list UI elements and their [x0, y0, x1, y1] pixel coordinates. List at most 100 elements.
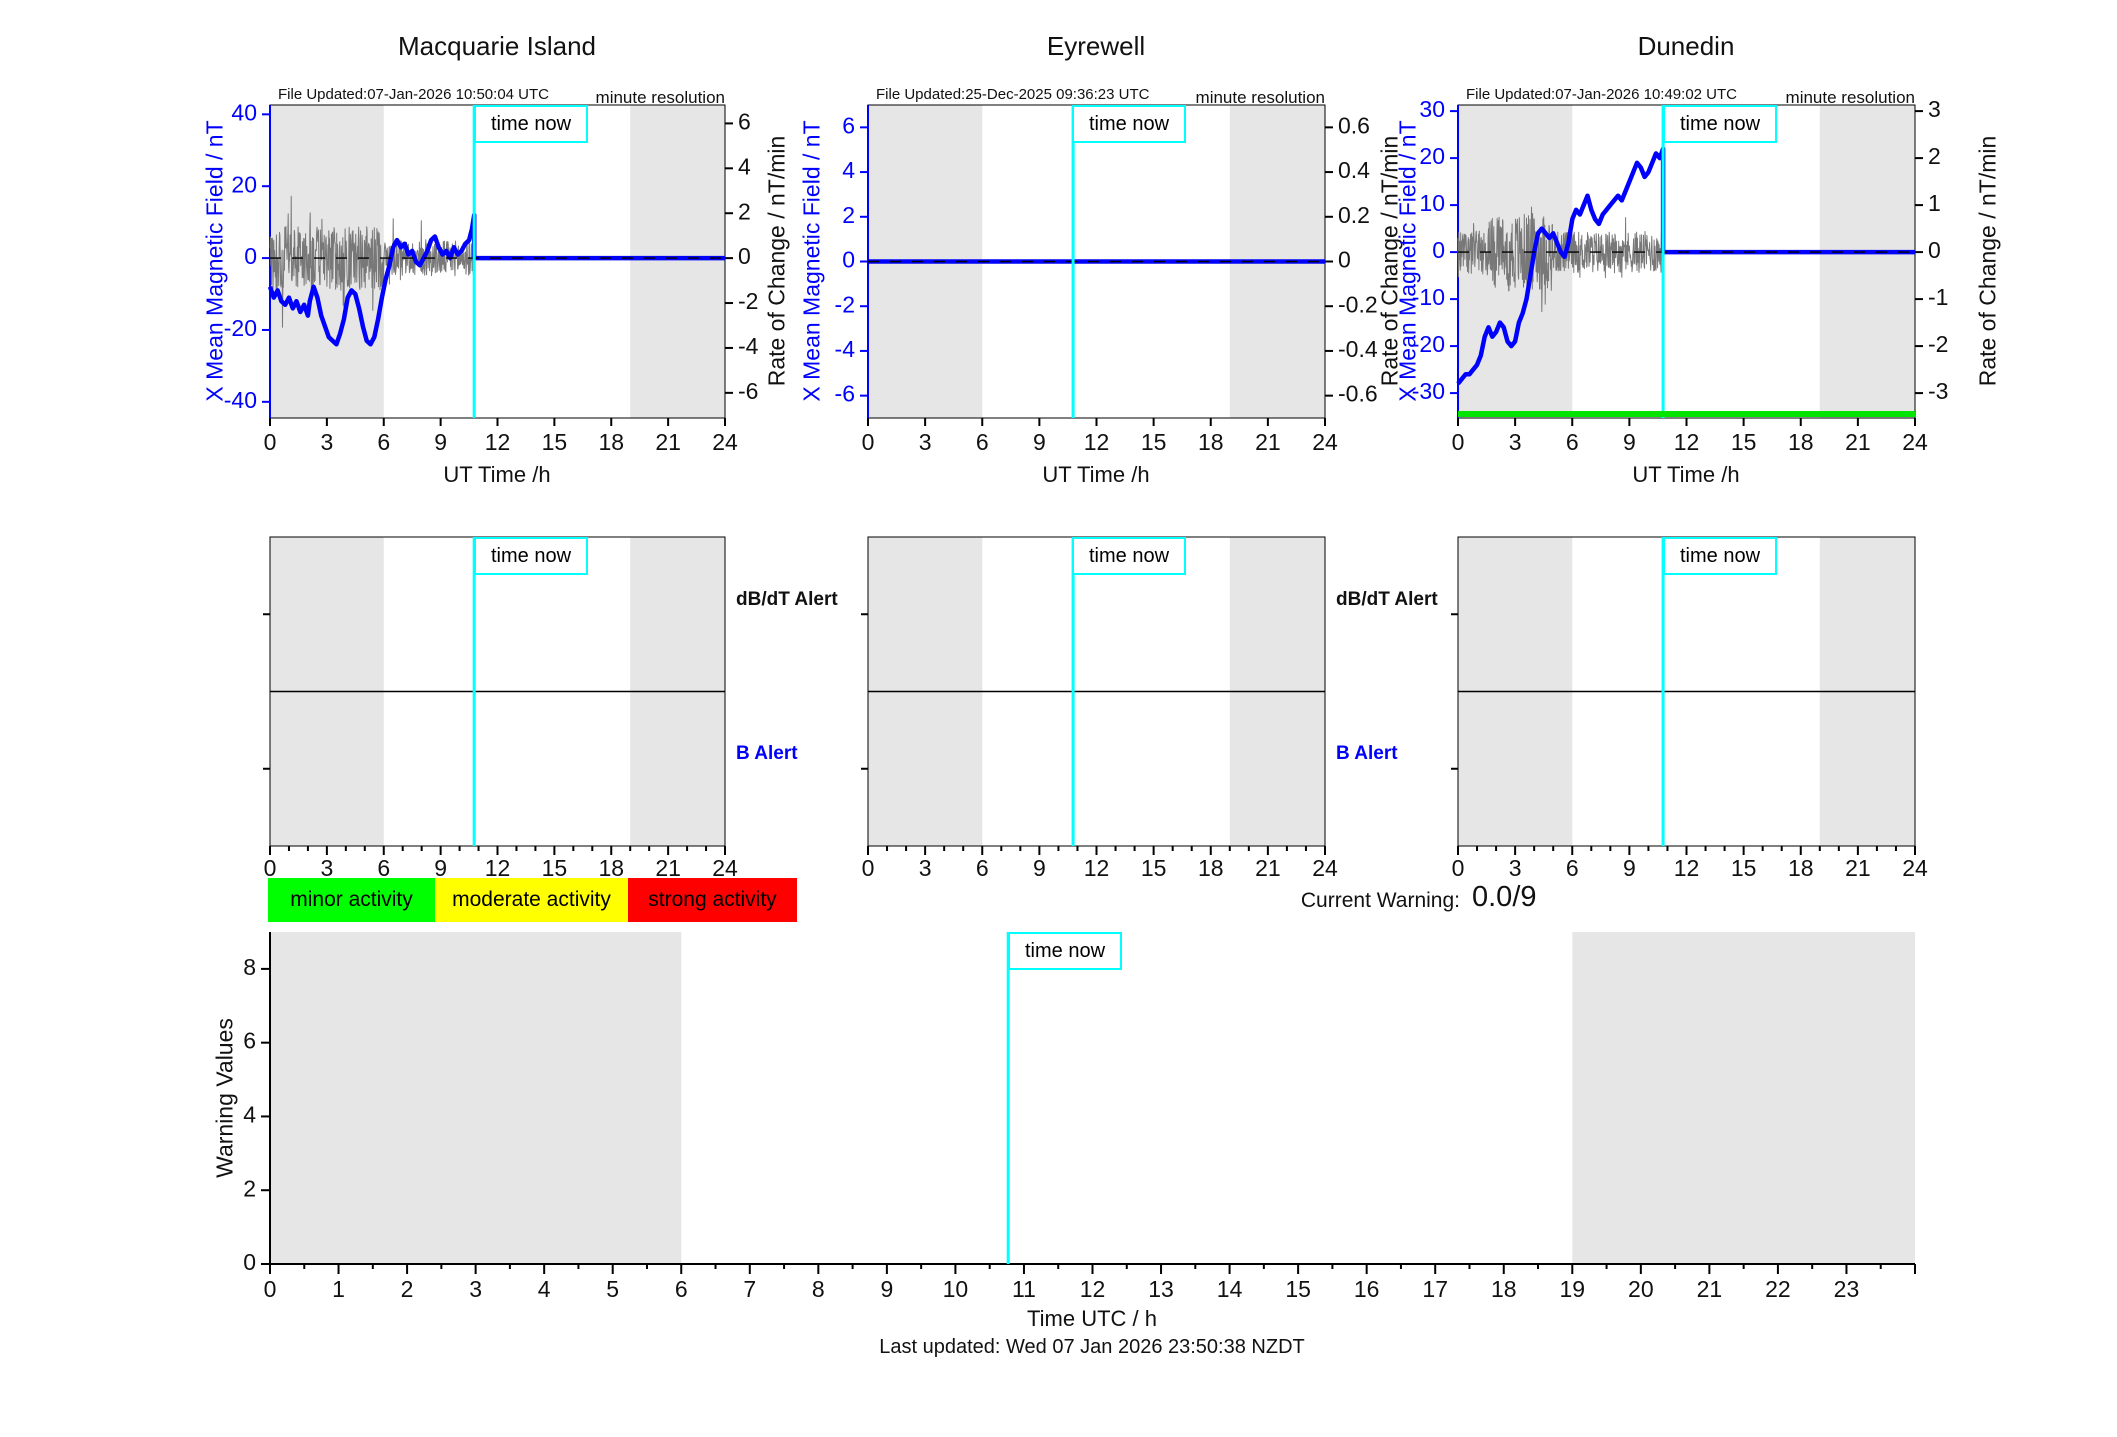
minute-resolution-label: minute resolution [595, 88, 725, 107]
x-tick-label: 18 [1198, 429, 1224, 455]
night-shading-band [630, 105, 725, 418]
dbdt-alert-label: dB/dT Alert [1336, 589, 1438, 610]
x-tick-label: 12 [485, 855, 511, 881]
y-tick-label-right: -2 [738, 288, 758, 314]
x-tick-label: 15 [1731, 429, 1757, 455]
x-axis-label: UT Time /h [1042, 462, 1150, 487]
y-tick-label-left: 0 [1432, 237, 1445, 263]
x-tick-label: 3 [320, 429, 333, 455]
x-tick-label: 15 [1141, 429, 1167, 455]
x-tick-label: 0 [264, 1276, 277, 1302]
x-tick-label: 9 [880, 1276, 893, 1302]
x-tick-label: 21 [655, 855, 681, 881]
x-tick-label: 3 [919, 429, 932, 455]
x-tick-label: 9 [1623, 429, 1636, 455]
x-tick-label: 0 [1452, 429, 1465, 455]
x-tick-label: 11 [1012, 1276, 1036, 1302]
x-tick-label: 19 [1559, 1276, 1585, 1302]
x-tick-label: 18 [1788, 855, 1814, 881]
y-tick-label-right: 3 [1928, 96, 1941, 122]
y-tick-label-left: -2 [835, 291, 855, 317]
y-tick-label-left: 20 [1419, 143, 1445, 169]
magnetic-field-trace [1456, 146, 1915, 386]
x-tick-label: 12 [1084, 855, 1110, 881]
x-tick-label: 9 [434, 855, 447, 881]
x-tick-label: 21 [1845, 429, 1871, 455]
y-tick-label-right: -6 [738, 378, 758, 404]
x-tick-label: 18 [1198, 855, 1224, 881]
x-tick-label: 23 [1834, 1276, 1860, 1302]
y-tick-label-right: 2 [738, 198, 751, 224]
station-title: Eyrewell [1046, 31, 1146, 61]
y-tick-label-right: 0 [1338, 247, 1351, 273]
y-tick-label-left: -40 [224, 387, 257, 413]
warning-values-axis-label: Warning Values [211, 1018, 238, 1178]
y-tick-label-right: -3 [1928, 378, 1948, 404]
y-tick-label-left: 6 [842, 112, 855, 138]
y-tick-label-right: 0 [738, 243, 751, 269]
x-tick-label: 24 [1902, 429, 1928, 455]
y-tick-label-left: -6 [835, 381, 855, 407]
x-tick-label: 15 [542, 429, 568, 455]
x-tick-label: 6 [1566, 855, 1579, 881]
x-tick-label: 17 [1422, 1276, 1448, 1302]
y-tick-label: 0 [243, 1249, 256, 1275]
minute-resolution-label: minute resolution [1195, 88, 1325, 107]
y-tick-label-right: -0.4 [1338, 336, 1378, 362]
y-tick-label-right: 1 [1928, 190, 1941, 216]
legend-strong-activity: strong activity [628, 878, 797, 922]
y-tick-label-left: 0 [842, 247, 855, 273]
y-tick-label-left: 10 [1419, 190, 1445, 216]
night-shading-band [1819, 105, 1915, 418]
y-tick-label: 8 [243, 954, 256, 980]
x-tick-label: 1 [332, 1276, 345, 1302]
dbdt-alert-label: dB/dT Alert [736, 589, 838, 610]
x-tick-label: 14 [1217, 1276, 1243, 1302]
y-tick-label-left: 40 [231, 99, 257, 125]
x-tick-label: 3 [1509, 429, 1522, 455]
x-tick-label: 5 [606, 1276, 619, 1302]
x-tick-label: 6 [976, 429, 989, 455]
y-tick-label-right: -0.2 [1338, 291, 1378, 317]
x-tick-label: 8 [812, 1276, 825, 1302]
y-tick-label-left: -10 [1412, 284, 1445, 310]
x-tick-label: 24 [1312, 855, 1338, 881]
time-now-flag: time now [1008, 932, 1122, 970]
y-tick-label-right: 2 [1928, 143, 1941, 169]
x-tick-label: 6 [675, 1276, 688, 1302]
time-now-flag: time now [1663, 105, 1777, 143]
station-title: Dunedin [1637, 31, 1735, 61]
y-tick-label: 2 [243, 1175, 256, 1201]
current-warning-value: 0.0/9 [1472, 881, 1537, 913]
x-tick-label: 12 [1674, 855, 1700, 881]
right-axis-label: Rate of Change / nT/min [1974, 135, 2001, 387]
y-tick-label-right: 6 [738, 108, 751, 134]
legend-minor-activity: minor activity [268, 878, 435, 922]
y-tick-label-left: 2 [842, 202, 855, 228]
b-alert-label: B Alert [736, 743, 798, 764]
y-tick-label-left: -4 [835, 336, 856, 362]
station-title: Macquarie Island [398, 31, 596, 61]
x-tick-label: 12 [1084, 429, 1110, 455]
y-tick-label: 4 [243, 1102, 256, 1128]
x-tick-label: 21 [1845, 855, 1871, 881]
y-tick-label-right: -0.6 [1338, 381, 1378, 407]
y-tick-label-right: -4 [738, 333, 759, 359]
x-tick-label: 15 [542, 855, 568, 881]
x-tick-label: 15 [1731, 855, 1757, 881]
night-shading-band [1572, 932, 1915, 1264]
x-tick-label: 21 [1255, 429, 1281, 455]
magnetic-field-trace [267, 212, 725, 347]
y-tick-label-right: 0.6 [1338, 112, 1370, 138]
minute-resolution-label: minute resolution [1785, 88, 1915, 107]
night-shading-band [270, 932, 682, 1264]
x-tick-label: 9 [1033, 429, 1046, 455]
x-tick-label: 3 [469, 1276, 482, 1302]
x-tick-label: 24 [712, 855, 738, 881]
time-now-flag: time now [474, 537, 588, 575]
y-tick-label-left: -20 [1412, 331, 1445, 357]
x-tick-label: 9 [1623, 855, 1636, 881]
x-tick-label: 21 [1697, 1276, 1723, 1302]
